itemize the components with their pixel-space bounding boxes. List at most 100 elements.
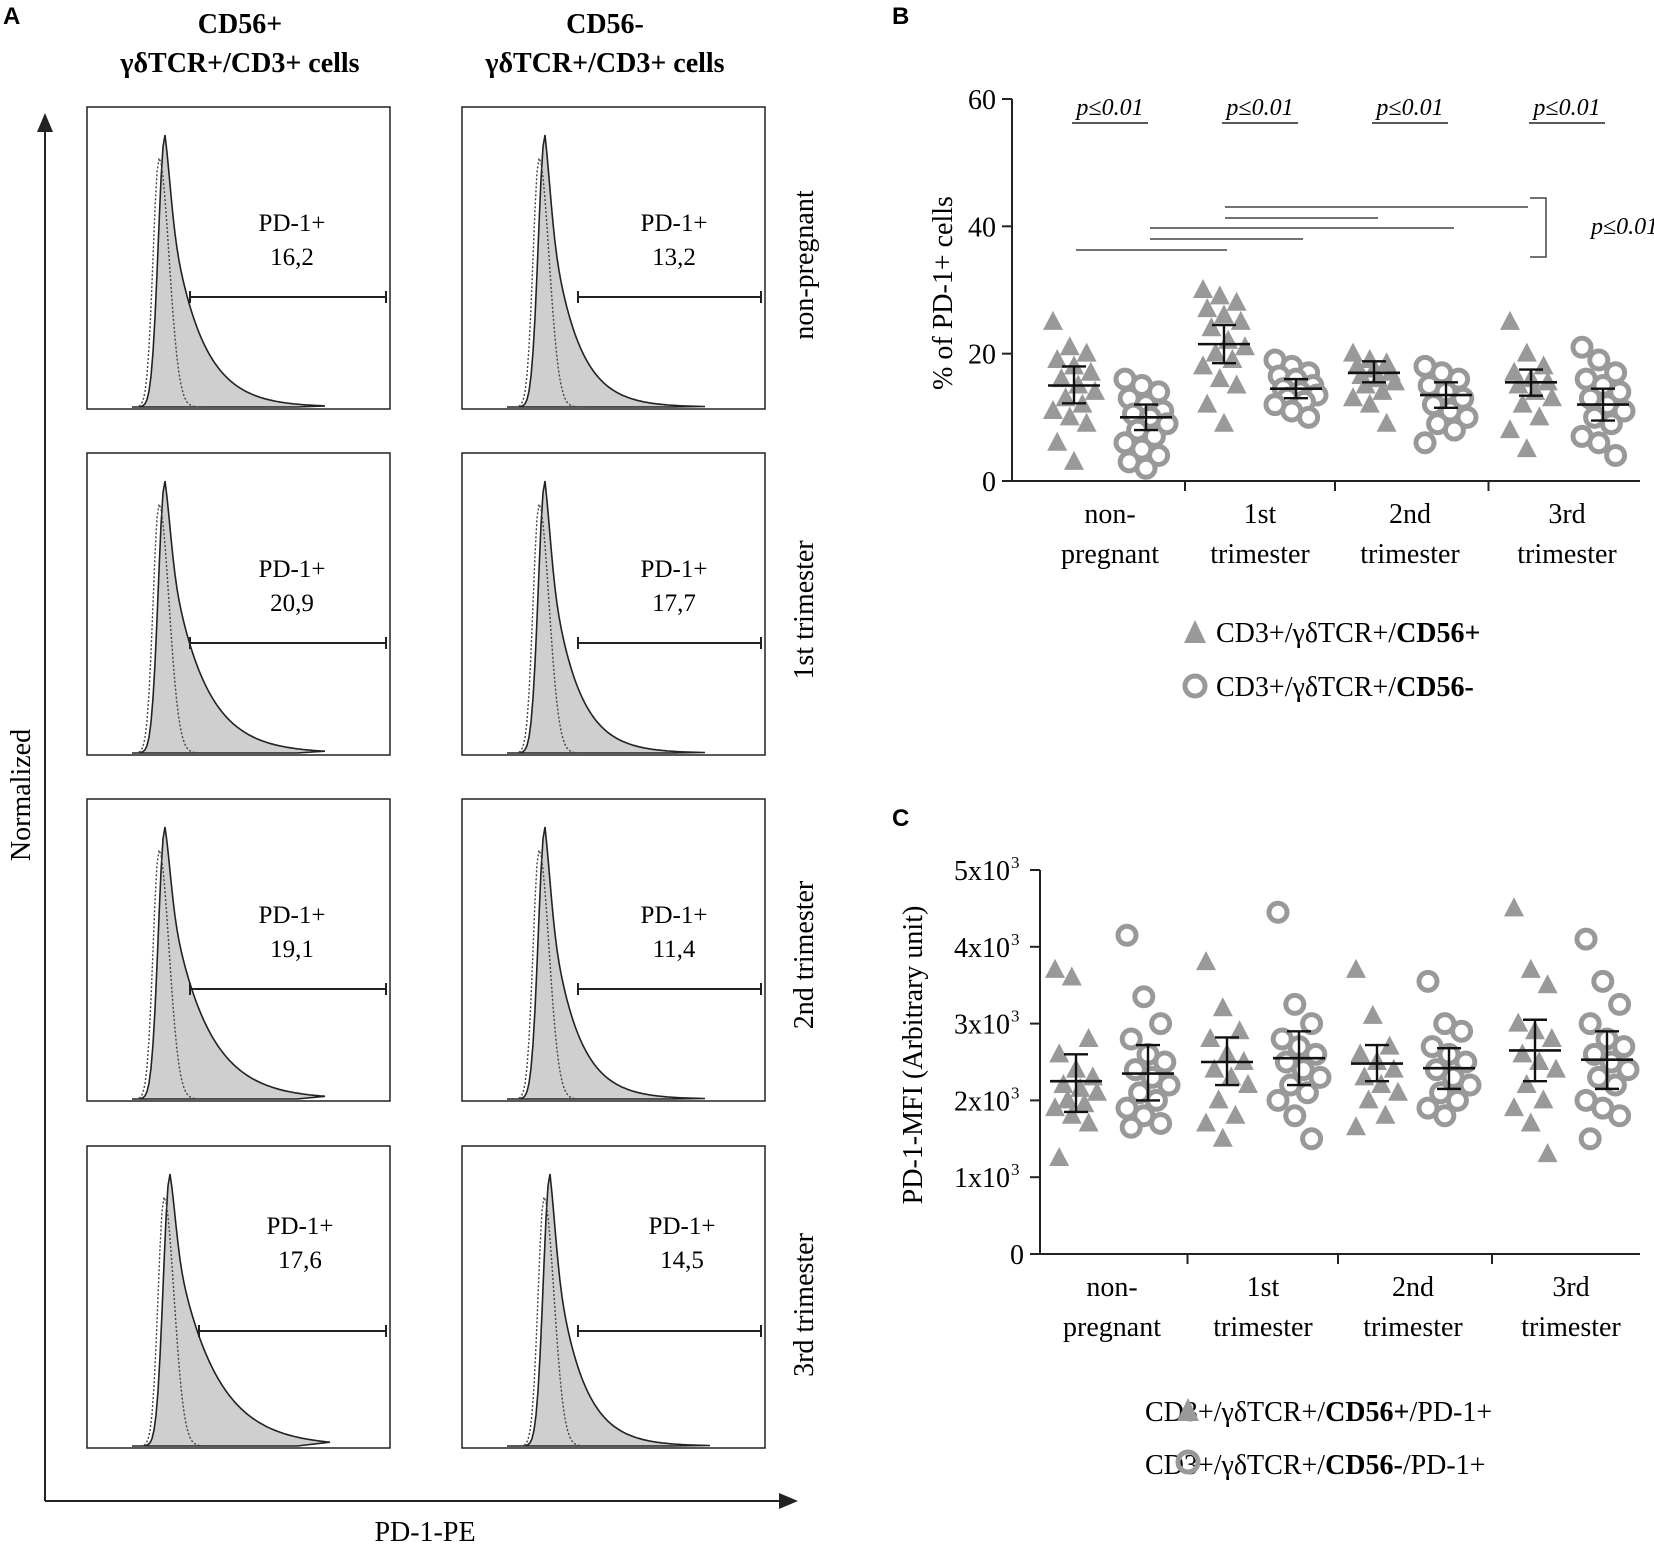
x-category-label: trimester	[1210, 539, 1310, 570]
histogram-frame	[461, 1145, 766, 1449]
data-point-triangle	[1043, 310, 1063, 330]
data-point-triangle	[1214, 304, 1234, 324]
data-point-triangle	[1343, 387, 1363, 407]
data-point-circle	[1134, 456, 1158, 480]
histogram-frame	[461, 452, 766, 756]
data-point-triangle	[1508, 374, 1529, 394]
data-point-triangle	[1529, 1051, 1550, 1070]
y-tick-exponent: 3	[1011, 1007, 1020, 1026]
y-tick-label: 2x10	[954, 1086, 1010, 1117]
data-point-triangle	[1542, 387, 1562, 407]
data-point-triangle	[1350, 1043, 1371, 1063]
y-tick-label: 4x10	[954, 933, 1010, 964]
gate-value: 17,6	[278, 1247, 322, 1274]
histogram-panel: PD-1+ 11,4	[461, 798, 766, 1102]
data-point-circle	[1450, 1019, 1474, 1043]
chart-b-bracket-label: p≤0.01	[1589, 214, 1654, 240]
significance-label: p≤0.01	[1074, 95, 1143, 121]
data-point-circle	[1155, 412, 1179, 436]
data-point-triangle	[1233, 1051, 1254, 1070]
data-point-triangle	[1229, 1020, 1250, 1040]
data-point-circle	[1153, 1050, 1177, 1074]
gate-value: 19,1	[270, 936, 314, 963]
histogram-frame	[86, 452, 391, 756]
data-point-circle	[1119, 1027, 1143, 1051]
x-category-label: 3rd	[1548, 499, 1585, 530]
panel-a-y-label: Normalized	[6, 729, 37, 861]
data-point-circle	[1454, 1050, 1478, 1074]
data-point-circle	[1149, 1012, 1173, 1036]
isotype-histogram	[136, 501, 209, 754]
col-header-2-line1: CD56-	[566, 9, 644, 40]
data-point-triangle	[1358, 1089, 1379, 1109]
data-point-circle	[1413, 431, 1437, 455]
data-point-triangle	[1193, 279, 1213, 298]
data-point-circle	[1458, 1073, 1482, 1097]
gate-label: PD-1+	[641, 902, 708, 929]
data-point-circle	[1570, 335, 1594, 359]
data-point-triangle	[1520, 1112, 1541, 1132]
histogram-panel: PD-1+ 19,1	[86, 798, 391, 1102]
isotype-histogram	[516, 501, 589, 754]
data-point-triangle	[1504, 897, 1524, 917]
x-category-label: pregnant	[1063, 1312, 1161, 1343]
x-category-label: 3rd	[1552, 1272, 1589, 1303]
panel-label-c: C	[892, 805, 909, 832]
histogram-frame	[86, 106, 391, 410]
data-point-triangle	[1085, 380, 1105, 400]
data-point-triangle	[1359, 393, 1380, 413]
gate-value: 20,9	[270, 590, 314, 617]
data-point-triangle	[1504, 1097, 1524, 1117]
stained-histogram	[132, 1173, 331, 1447]
data-point-triangle	[1074, 1093, 1095, 1113]
x-category-label: trimester	[1363, 1312, 1463, 1343]
data-point-circle	[1587, 431, 1611, 455]
col-header-1-line1: CD56+	[198, 9, 282, 40]
isotype-histogram	[516, 155, 589, 408]
data-point-triangle	[1516, 1074, 1537, 1094]
data-point-triangle	[1362, 1004, 1383, 1024]
x-category-label: non-	[1086, 1272, 1137, 1303]
histogram-panel: PD-1+ 20,9	[86, 452, 391, 756]
data-point-triangle	[1372, 380, 1393, 400]
x-category-label: trimester	[1360, 539, 1460, 570]
data-point-triangle	[1209, 285, 1230, 305]
data-point-triangle	[1197, 393, 1218, 413]
y-tick-exponent: 3	[1011, 1083, 1020, 1102]
data-point-triangle	[1230, 310, 1251, 330]
data-point-triangle	[1508, 1012, 1529, 1032]
data-point-triangle	[1045, 958, 1065, 978]
x-category-label: trimester	[1213, 1312, 1313, 1343]
data-point-circle	[1149, 1111, 1173, 1135]
stained-histogram	[132, 134, 326, 408]
data-point-triangle	[1238, 1074, 1258, 1094]
data-point-circle	[1612, 1035, 1636, 1059]
data-point-triangle	[1196, 951, 1216, 971]
data-point-triangle	[1537, 974, 1558, 994]
data-point-circle	[1295, 1081, 1319, 1105]
data-point-triangle	[1064, 450, 1084, 470]
data-point-triangle	[1520, 958, 1541, 978]
data-point-triangle	[1055, 387, 1076, 407]
row-label-2nd-trimester: 2nd trimester	[789, 880, 820, 1029]
data-point-triangle	[1388, 1081, 1408, 1101]
data-point-triangle	[1235, 336, 1255, 356]
data-point-triangle	[1512, 393, 1533, 413]
data-point-circle	[1608, 992, 1632, 1016]
y-tick-label: 3x10	[954, 1010, 1010, 1041]
data-point-triangle	[1061, 966, 1082, 986]
data-point-triangle	[1516, 342, 1537, 362]
gate-label: PD-1+	[259, 210, 326, 237]
x-category-label: non-	[1084, 499, 1135, 530]
data-point-circle	[1603, 1073, 1627, 1097]
histogram-panel: PD-1+ 13,2	[461, 106, 766, 410]
data-point-triangle	[1076, 342, 1097, 362]
data-point-triangle	[1504, 361, 1525, 381]
data-point-triangle	[1212, 997, 1233, 1017]
data-point-triangle	[1047, 431, 1068, 451]
data-point-triangle	[1355, 374, 1376, 394]
chart-b-legend-circle-icon	[1182, 673, 1208, 699]
data-point-triangle	[1226, 374, 1247, 394]
